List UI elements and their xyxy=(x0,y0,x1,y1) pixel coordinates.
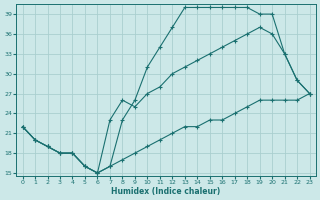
X-axis label: Humidex (Indice chaleur): Humidex (Indice chaleur) xyxy=(111,187,221,196)
